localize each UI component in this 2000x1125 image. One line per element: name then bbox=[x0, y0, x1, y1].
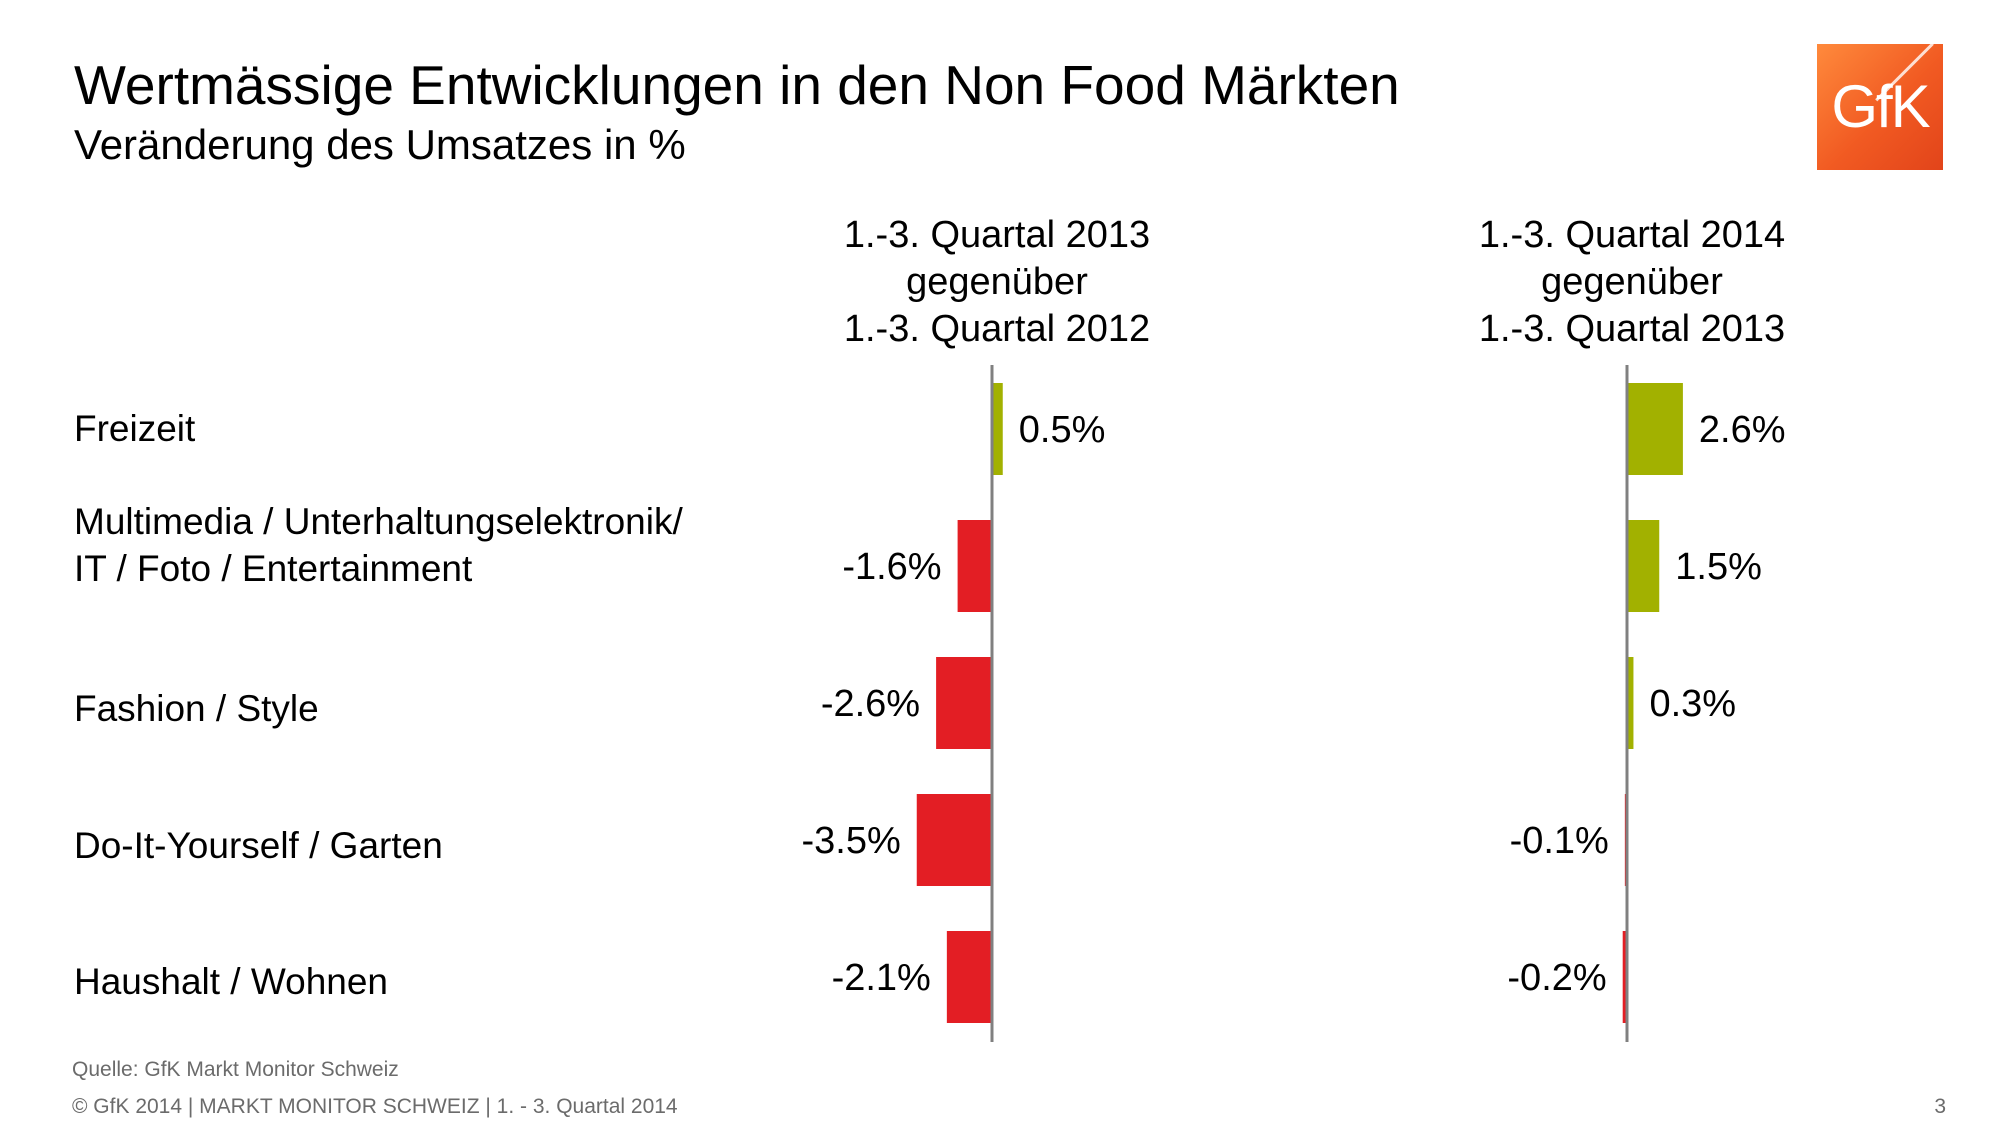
category-label-fashion: Fashion / Style bbox=[74, 688, 319, 729]
bar bbox=[1622, 931, 1627, 1023]
panel-header-line: 1.-3. Quartal 2013 bbox=[843, 214, 1151, 256]
bar bbox=[957, 520, 992, 612]
logo-text: GfK bbox=[1831, 73, 1930, 140]
data-label: -1.6% bbox=[842, 546, 941, 588]
source-note: Quelle: GfK Markt Monitor Schweiz bbox=[72, 1058, 399, 1081]
category-label-diy: Do-It-Yourself / Garten bbox=[74, 825, 443, 866]
data-label: 2.6% bbox=[1699, 409, 1786, 451]
bar bbox=[1627, 383, 1683, 475]
category-label-haushalt: Haushalt / Wohnen bbox=[74, 961, 389, 1002]
panel-header-line: gegenüber bbox=[906, 261, 1088, 303]
data-label: 0.3% bbox=[1649, 683, 1736, 725]
bar bbox=[936, 657, 992, 749]
gfk-logo: GfK bbox=[1817, 44, 1943, 170]
data-label: -0.1% bbox=[1510, 820, 1609, 862]
panel-header-line: 1.-3. Quartal 2013 bbox=[1478, 308, 1786, 350]
bar bbox=[916, 794, 992, 886]
data-label: -2.6% bbox=[821, 683, 920, 725]
panel-header-2013: 1.-3. Quartal 2013 gegenüber 1.-3. Quart… bbox=[787, 212, 1207, 353]
panel-header-line: gegenüber bbox=[1541, 261, 1723, 303]
bar bbox=[1627, 657, 1634, 749]
category-label-multimedia: Multimedia / Unterhaltungselektronik/ IT… bbox=[74, 501, 683, 589]
page-title: Wertmässige Entwicklungen in den Non Foo… bbox=[74, 54, 1400, 116]
data-label: -0.2% bbox=[1507, 957, 1606, 999]
panel-header-line: 1.-3. Quartal 2012 bbox=[843, 308, 1151, 350]
footer-copyright: © GfK 2014 | MARKT MONITOR SCHWEIZ | 1. … bbox=[72, 1095, 678, 1118]
data-label: 1.5% bbox=[1675, 546, 1762, 588]
panel-header-line: 1.-3. Quartal 2014 bbox=[1478, 214, 1786, 256]
data-label: -3.5% bbox=[801, 820, 900, 862]
page-subtitle: Veränderung des Umsatzes in % bbox=[74, 121, 686, 168]
page-number: 3 bbox=[1934, 1095, 1946, 1118]
data-label: -2.1% bbox=[832, 957, 931, 999]
bar bbox=[946, 931, 992, 1023]
data-label: 0.5% bbox=[1019, 409, 1106, 451]
bar bbox=[992, 383, 1003, 475]
panel-header-2014: 1.-3. Quartal 2014 gegenüber 1.-3. Quart… bbox=[1422, 212, 1842, 353]
category-label-freizeit: Freizeit bbox=[74, 408, 196, 449]
bar bbox=[1627, 520, 1660, 612]
